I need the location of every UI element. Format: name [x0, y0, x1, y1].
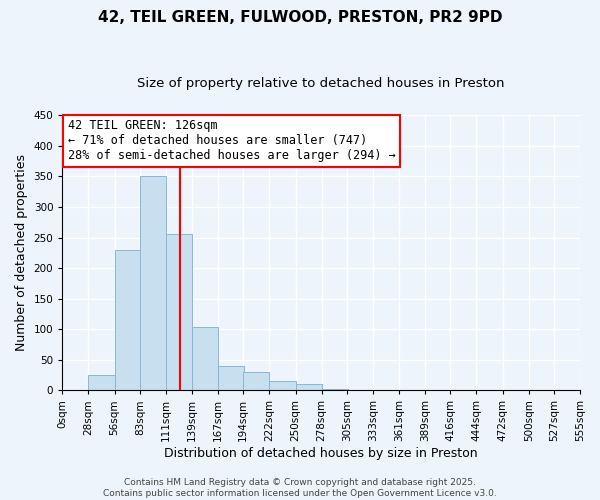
Text: Contains HM Land Registry data © Crown copyright and database right 2025.
Contai: Contains HM Land Registry data © Crown c…: [103, 478, 497, 498]
Bar: [296, 384, 322, 390]
Bar: [140, 176, 166, 390]
Bar: [88, 375, 115, 390]
Bar: [166, 234, 192, 390]
Bar: [243, 372, 269, 390]
Y-axis label: Number of detached properties: Number of detached properties: [15, 154, 28, 352]
X-axis label: Distribution of detached houses by size in Preston: Distribution of detached houses by size …: [164, 447, 478, 460]
Bar: [218, 366, 244, 390]
Text: 42 TEIL GREEN: 126sqm
← 71% of detached houses are smaller (747)
28% of semi-det: 42 TEIL GREEN: 126sqm ← 71% of detached …: [68, 120, 395, 162]
Bar: [192, 328, 218, 390]
Bar: [269, 381, 296, 390]
Bar: [115, 250, 140, 390]
Title: Size of property relative to detached houses in Preston: Size of property relative to detached ho…: [137, 78, 505, 90]
Bar: [322, 389, 348, 390]
Text: 42, TEIL GREEN, FULWOOD, PRESTON, PR2 9PD: 42, TEIL GREEN, FULWOOD, PRESTON, PR2 9P…: [98, 10, 502, 25]
